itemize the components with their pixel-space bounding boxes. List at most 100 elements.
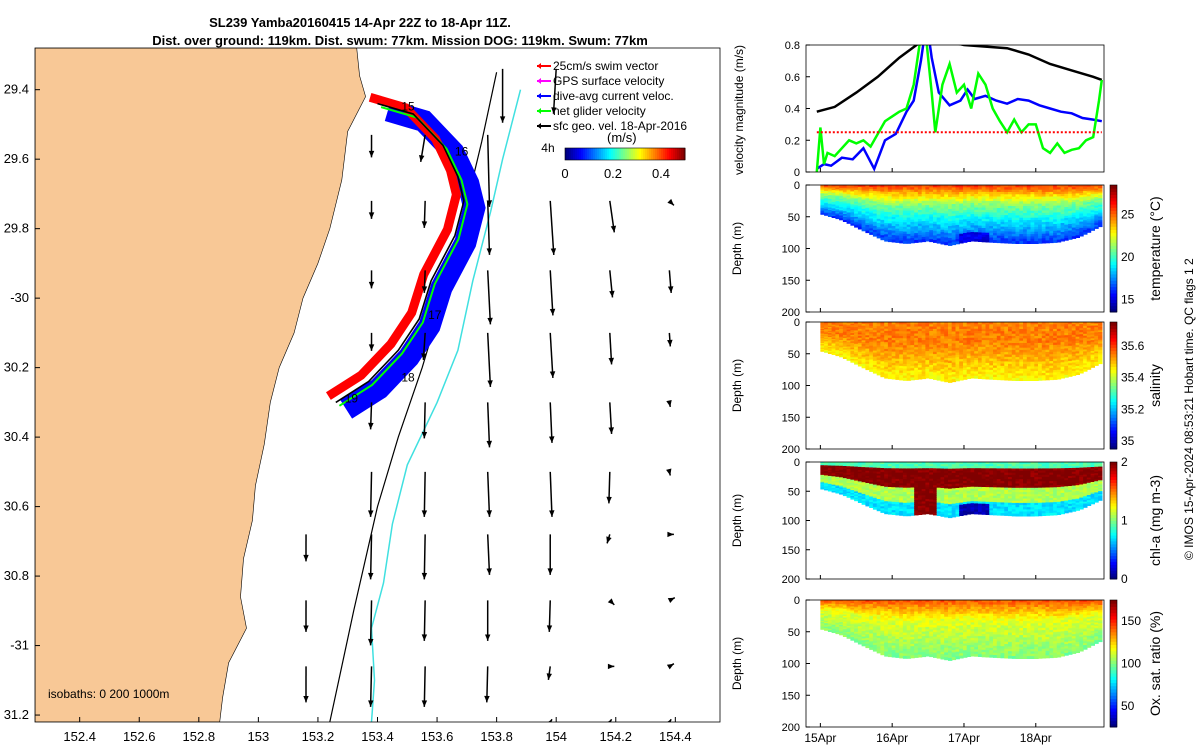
- section-cell: [1068, 335, 1073, 338]
- section-cell: [1023, 206, 1028, 209]
- section-cell: [872, 480, 878, 484]
- section-cell: [899, 354, 904, 358]
- section-cell: [827, 349, 833, 352]
- section-cell: [1015, 378, 1020, 381]
- section-cell: [925, 472, 930, 475]
- section-cell: [876, 483, 882, 486]
- section-cell: [865, 205, 870, 209]
- section-cell: [1030, 203, 1035, 207]
- section-cell: [872, 330, 878, 333]
- section-cell: [970, 342, 975, 345]
- section-cell: [921, 185, 927, 188]
- section-cell: [835, 469, 840, 472]
- section-cell: [936, 373, 942, 376]
- section-cell: [839, 353, 844, 356]
- section-cell: [831, 351, 836, 354]
- section-cell: [827, 466, 833, 469]
- section-cell: [861, 465, 866, 468]
- section-cell: [936, 489, 942, 493]
- section-cell: [1079, 370, 1084, 374]
- section-cell: [985, 344, 990, 348]
- section-cell: [929, 326, 934, 330]
- velocity-y-tick-label: 0.2: [785, 135, 800, 147]
- section-cell: [1000, 203, 1005, 207]
- section-cell: [887, 371, 893, 375]
- section-cell: [869, 480, 874, 483]
- section-cell: [940, 501, 945, 504]
- section-cell: [872, 227, 878, 231]
- section-cell: [914, 510, 919, 514]
- section-cell: [1049, 370, 1054, 374]
- section-cell: [899, 210, 904, 214]
- section-cell: [824, 323, 829, 325]
- section-cell: [959, 205, 964, 209]
- section-cell: [921, 478, 927, 482]
- section-cell: [861, 470, 866, 473]
- section-cell: [906, 322, 912, 325]
- section-cell: [906, 203, 912, 207]
- section-cell: [996, 233, 1002, 237]
- section-cell: [966, 342, 972, 346]
- section-cell: [827, 474, 833, 477]
- section-cell: [993, 322, 998, 325]
- section-cell: [959, 198, 964, 202]
- section-cell: [940, 331, 945, 335]
- section-cell: [1030, 187, 1035, 191]
- section-cell: [944, 336, 949, 340]
- section-cell: [929, 216, 934, 220]
- section-cell: [872, 221, 878, 225]
- section-cell: [839, 491, 844, 494]
- map-colorbar-cell: [569, 148, 572, 160]
- section-cell: [989, 203, 994, 207]
- section-cell: [1008, 217, 1013, 221]
- section-cell: [865, 192, 870, 196]
- section-cell: [876, 212, 882, 216]
- section-cell: [827, 192, 833, 195]
- section-cell: [981, 198, 987, 202]
- section-cell: [880, 367, 885, 371]
- section-cell: [846, 186, 851, 189]
- section-cell: [1086, 359, 1092, 363]
- section-cell: [1056, 221, 1062, 225]
- section-cell: [951, 232, 957, 236]
- section-cell: [1098, 221, 1103, 224]
- map-colorbar-cell: [643, 148, 646, 160]
- section-cell: [902, 212, 908, 216]
- section-cell: [925, 371, 930, 375]
- section-cell: [872, 356, 878, 360]
- section-cell: [936, 354, 942, 358]
- section-cell: [925, 225, 930, 229]
- section-cell: [880, 496, 885, 499]
- section-cell: [1038, 215, 1043, 219]
- section-cell: [921, 205, 927, 209]
- section-cell: [955, 371, 960, 375]
- section-colorbar-cell: [1110, 251, 1117, 256]
- section-cell: [842, 343, 848, 346]
- section-cell: [872, 229, 878, 233]
- section-cell: [925, 214, 930, 217]
- section-cell: [1034, 378, 1039, 381]
- section-cell: [842, 479, 848, 482]
- section-cell: [1011, 357, 1017, 360]
- section-cell: [869, 331, 874, 335]
- section-cell: [831, 346, 836, 349]
- section-cell: [1019, 208, 1024, 212]
- section-cell: [861, 186, 866, 190]
- section-cell: [1019, 210, 1024, 214]
- section-cell: [929, 225, 934, 229]
- section-cell: [872, 185, 878, 188]
- section-cell: [869, 345, 874, 349]
- map-colorbar-cell: [629, 148, 632, 160]
- section-cell: [835, 339, 840, 342]
- section-cell: [944, 362, 949, 366]
- section-cell: [884, 468, 889, 471]
- section-cell: [914, 240, 919, 243]
- section-cell: [1094, 224, 1099, 228]
- section-cell: [1023, 224, 1028, 228]
- section-cell: [944, 464, 949, 467]
- section-cell: [944, 341, 949, 345]
- section-cell: [1045, 185, 1050, 188]
- section-cell: [917, 464, 923, 467]
- section-cell: [861, 347, 866, 350]
- section-cell: [1008, 359, 1013, 363]
